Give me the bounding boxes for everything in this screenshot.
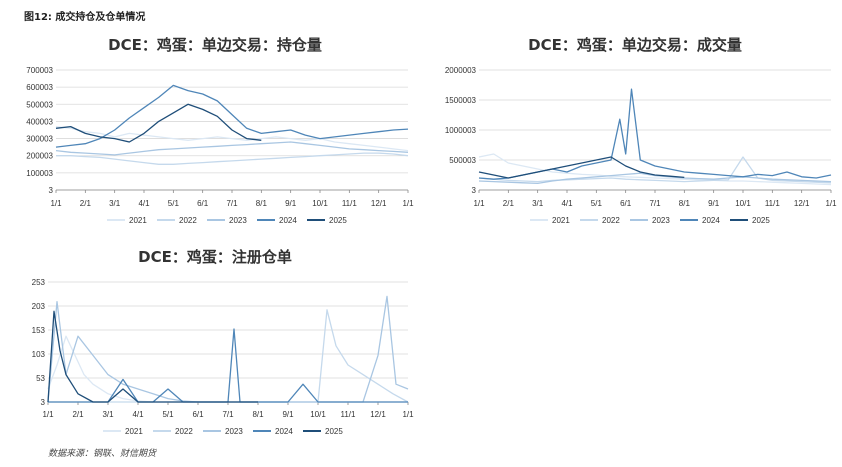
chart-panel-open-interest: DCE：鸡蛋：单边交易：持仓量 3 100003 200003 300003 400003… — [0, 30, 420, 230]
legend-label: 2021 — [552, 216, 570, 225]
y-tick-label: 3 — [41, 398, 46, 407]
y-tick-label: 300003 — [26, 135, 53, 144]
y-tick-label: 700003 — [26, 66, 53, 75]
x-tick-label: 7/1 — [222, 410, 234, 419]
x-tick-label: 10/1 — [310, 410, 326, 419]
x-tick-label: 11/1 — [341, 410, 357, 419]
x-tick-label: 11/1 — [342, 199, 358, 208]
figure-title: 图12: 成交持仓及仓单情况 — [24, 12, 146, 23]
series-line-2023 — [55, 141, 409, 156]
x-tick-label: 2/1 — [80, 199, 92, 208]
chart-title: DCE：鸡蛋：注册仓单 — [138, 248, 292, 266]
series-line-2024 — [478, 88, 832, 180]
series-line-2024 — [48, 328, 408, 403]
legend-label: 2025 — [752, 216, 770, 225]
legend-label: 2023 — [229, 216, 247, 225]
legend-label: 2022 — [179, 216, 197, 225]
legend-label: 2021 — [129, 216, 147, 225]
x-tick-label: 4/1 — [138, 199, 150, 208]
y-tick-label: 600003 — [26, 83, 53, 92]
y-tick-label: 3 — [49, 186, 54, 195]
legend-label: 2024 — [702, 216, 720, 225]
x-tick-label: 12/1 — [371, 199, 387, 208]
x-tick-label: 1/1 — [473, 199, 485, 208]
x-tick-label: 8/1 — [679, 199, 691, 208]
x-tick-label: 1/1 — [402, 199, 414, 208]
chart-volume: DCE：鸡蛋：单边交易：成交量 3 500003 1000003 1500003 2000… — [445, 36, 837, 225]
x-tick-label: 1/1 — [402, 410, 414, 419]
x-tick-label: 9/1 — [282, 410, 294, 419]
x-tick-label: 7/1 — [649, 199, 661, 208]
chart-warehouse-receipts: DCE：鸡蛋：注册仓单 3 53 103 153 203 253 1/1 2/1 3/1 4/1 5/… — [32, 248, 414, 436]
x-tick-label: 3/1 — [102, 410, 114, 419]
legend-label: 2025 — [325, 427, 343, 436]
data-source-note: 数据来源：钢联、财信期货 — [48, 449, 157, 459]
x-tick-label: 6/1 — [620, 199, 632, 208]
series-line-2021 — [478, 153, 832, 186]
series-line-2024 — [55, 84, 409, 148]
x-tick-label: 4/1 — [132, 410, 144, 419]
y-tick-label: 500003 — [449, 156, 476, 165]
x-tick-label: 1/1 — [825, 199, 837, 208]
y-tick-label: 1500003 — [445, 96, 477, 105]
chart-panel-volume: DCE：鸡蛋：单边交易：成交量 3 500003 1000003 1500003 2000… — [421, 30, 842, 230]
y-tick-label: 500003 — [26, 100, 53, 109]
y-tick-label: 100003 — [26, 169, 53, 178]
x-tick-label: 12/1 — [794, 199, 810, 208]
y-tick-label: 203 — [32, 302, 46, 311]
legend-label: 2025 — [329, 216, 347, 225]
y-tick-label: 253 — [32, 278, 46, 287]
x-tick-label: 11/1 — [765, 199, 781, 208]
x-tick-label: 3/1 — [532, 199, 544, 208]
y-tick-label: 1000003 — [445, 126, 477, 135]
y-tick-label: 153 — [32, 326, 46, 335]
y-tick-label: 2000003 — [445, 66, 477, 75]
series-line-2022 — [478, 156, 832, 184]
x-tick-label: 2/1 — [72, 410, 84, 419]
x-tick-label: 5/1 — [591, 199, 603, 208]
y-tick-label: 400003 — [26, 117, 53, 126]
x-tick-label: 7/1 — [226, 199, 238, 208]
x-tick-label: 10/1 — [735, 199, 751, 208]
chart-title: DCE：鸡蛋：单边交易：持仓量 — [108, 36, 322, 54]
y-tick-label: 3 — [472, 186, 477, 195]
series-line-2022 — [48, 309, 409, 403]
x-tick-label: 8/1 — [256, 199, 268, 208]
series-line-2022 — [56, 152, 409, 165]
x-tick-label: 10/1 — [312, 199, 328, 208]
x-tick-label: 4/1 — [561, 199, 573, 208]
y-tick-label: 53 — [36, 374, 45, 383]
legend-label: 2022 — [602, 216, 620, 225]
legend-label: 2024 — [275, 427, 293, 436]
series-line-2023 — [47, 295, 409, 403]
series-line-2021 — [55, 125, 409, 152]
series-line-2025 — [47, 310, 258, 403]
legend-label: 2022 — [175, 427, 193, 436]
y-tick-label: 200003 — [26, 152, 53, 161]
x-tick-label: 6/1 — [192, 410, 204, 419]
series-line-2025 — [478, 156, 685, 179]
x-tick-label: 8/1 — [252, 410, 264, 419]
legend-label: 2024 — [279, 216, 297, 225]
x-tick-label: 5/1 — [168, 199, 180, 208]
chart-open-interest: DCE：鸡蛋：单边交易：持仓量 3 100003 200003 300003 400003… — [26, 36, 414, 225]
x-tick-label: 3/1 — [109, 199, 121, 208]
series-line-2025 — [55, 103, 262, 143]
legend-label: 2021 — [125, 427, 143, 436]
chart-panel-warehouse-receipts: DCE：鸡蛋：注册仓单 3 53 103 153 203 253 1/1 2/1 3/1 4/1 5/… — [0, 242, 420, 442]
x-tick-label: 1/1 — [50, 199, 62, 208]
x-tick-label: 9/1 — [708, 199, 720, 208]
x-tick-label: 1/1 — [42, 410, 54, 419]
x-tick-label: 2/1 — [503, 199, 515, 208]
legend-label: 2023 — [652, 216, 670, 225]
legend-label: 2023 — [225, 427, 243, 436]
chart-title: DCE：鸡蛋：单边交易：成交量 — [528, 36, 742, 54]
x-tick-label: 5/1 — [162, 410, 174, 419]
x-tick-label: 12/1 — [370, 410, 386, 419]
x-tick-label: 9/1 — [285, 199, 297, 208]
y-tick-label: 103 — [32, 350, 46, 359]
x-tick-label: 6/1 — [197, 199, 209, 208]
